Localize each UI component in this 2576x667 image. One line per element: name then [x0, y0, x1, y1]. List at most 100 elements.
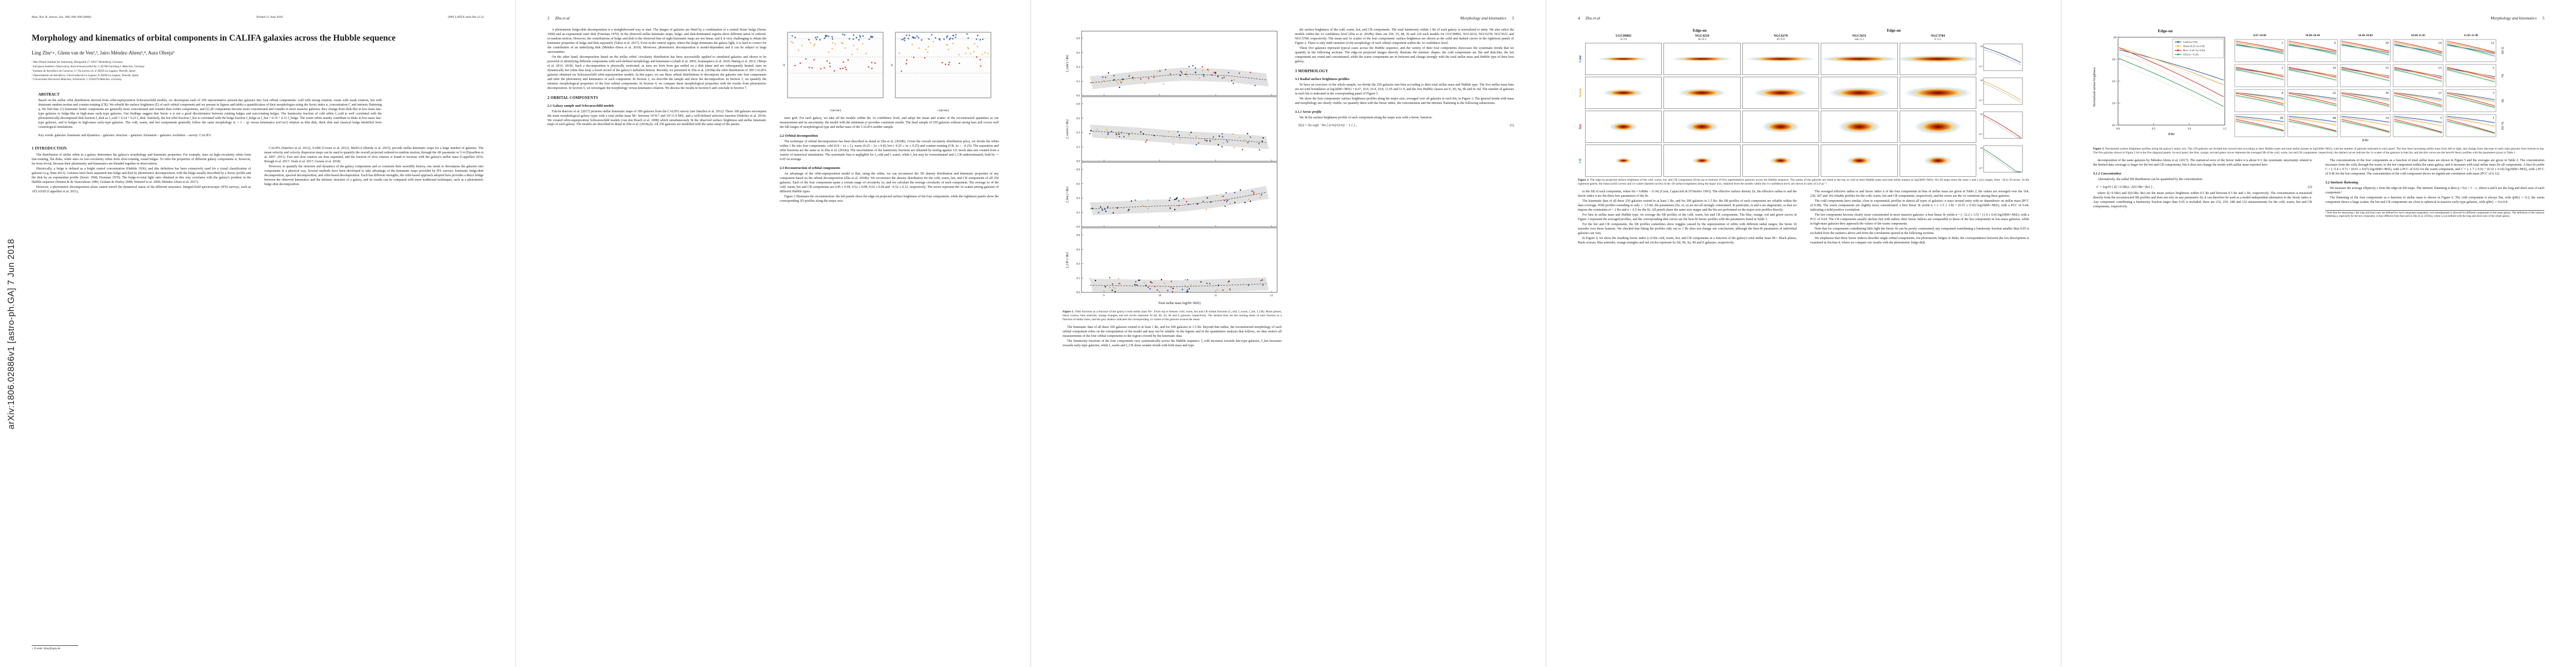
figure-1-caption: Figure 1. Orbit fractions as a function … — [1063, 310, 1282, 322]
paragraph: The averaged effective radius re and Ser… — [1810, 190, 2029, 198]
body-paragraphs: The kinematic data of all these 250 gala… — [1063, 326, 1282, 349]
f2-map — [1899, 111, 1976, 143]
f3-cell: 15 — [2340, 64, 2391, 87]
svg-text:1.5: 1.5 — [2223, 128, 2227, 131]
f3-cell: 13 — [2393, 64, 2444, 87]
svg-text:0.2: 0.2 — [1077, 146, 1080, 149]
f3-ch: 11.05-11.90 — [2464, 34, 2478, 37]
profile-bin-panel: 28 — [2234, 114, 2285, 137]
f3-ylab: Normalized surface brightness — [2093, 67, 2096, 107]
f3-cell: 2 — [2234, 64, 2285, 87]
page-5: Morphology and kinematics 5 Normalized s… — [2061, 0, 2576, 667]
page-4-column-left: to the SB of each component, where bn = … — [1578, 190, 1797, 246]
f2-map — [1899, 145, 1976, 177]
svg-text:0.8: 0.8 — [1077, 234, 1080, 237]
f2-map — [1585, 145, 1662, 177]
svg-text:10⁻²: 10⁻² — [2112, 80, 2117, 83]
f3-rl: Sa — [2500, 74, 2504, 77]
paragraph: Falcón-Barroso et al. (2017) presents st… — [547, 109, 766, 127]
paragraph: The luminosity fractions of the four com… — [1063, 339, 1282, 347]
figure-2-edge-on-maps: Edge-on Edge-on UGC09892 Sc 9.9 NGC4210 Sb 10… — [1578, 28, 2029, 177]
affiliation: ³ Instituto de Astrofísica de Canarias, … — [32, 69, 136, 73]
body-paragraphs: the surface brightness of the cold, warm… — [1295, 28, 1514, 64]
f3-ch: 8.67-10.00 — [2253, 34, 2266, 37]
f2-map — [1663, 43, 1741, 75]
page-5-columns: decomposition of the same galaxies by Mé… — [2093, 159, 2544, 219]
f3-cell: 44 — [2287, 114, 2338, 137]
page-3-column-right: the surface brightness of the cold, warm… — [1295, 28, 1514, 130]
page-number: 2 — [547, 16, 550, 21]
figure-1-orbit-fractions: 0.0 0.2 0.4 0.6 0.8 f_cold (<Re) 0.0 0.2 0.4 0.6 0… — [1063, 29, 1282, 308]
svg-text:10: 10 — [2385, 42, 2389, 45]
paragraph: We measure the average ellipticity ε fro… — [2325, 186, 2544, 195]
paragraph: Alternatively, the radial SB distributio… — [2097, 177, 2203, 181]
profile-panel-svg: 10¹ 10⁻¹ — [1979, 77, 2023, 105]
running-title: Morphology and kinematics — [2490, 16, 2537, 21]
section-3-1-1-heading: 3.1.1 Sersic profile — [1295, 109, 1322, 114]
paragraph: However, a photometric decomposition alo… — [32, 186, 251, 194]
f2-map — [1899, 77, 1976, 109]
f2-map — [1821, 43, 1898, 75]
profile-bin-panel: 6 — [2287, 39, 2338, 62]
svg-text:28: 28 — [2280, 117, 2283, 120]
f3-cell: 13 — [2393, 89, 2444, 112]
paragraph: the surface brightness of the cold, warm… — [1295, 28, 1514, 45]
paragraph: For the hot and CR components, the SB pr… — [1578, 222, 1797, 235]
svg-text:14: 14 — [2385, 117, 2389, 120]
f3-title: Edge-on — [2158, 28, 2173, 33]
paragraph: We fit the surface brightness profile of… — [1299, 116, 1433, 120]
f2-prof: 10¹ 10⁻¹ — [1978, 77, 2029, 108]
f3-ch: 10.00-10.40 — [2305, 34, 2320, 37]
f2-map — [1742, 77, 1820, 109]
page-5-content: Morphology and kinematics 5 Normalized s… — [2093, 16, 2544, 650]
f3-ch: 10.80-11.05 — [2411, 34, 2425, 37]
svg-text:5: 5 — [2493, 67, 2494, 70]
f2-map — [1899, 43, 1976, 75]
f3-rl: E-S0 — [2500, 47, 2504, 54]
svg-text:0.4: 0.4 — [1077, 263, 1080, 266]
f2-map — [1821, 77, 1898, 109]
page-3: Morphology and kinematics 3 0.0 0.2 0.4 0.6… — [1030, 0, 1546, 667]
paragraph: An advantage of the orbit-superposition … — [780, 172, 999, 193]
svg-text:r (arcsec): r (arcsec) — [830, 108, 841, 112]
svg-text:0.4: 0.4 — [1077, 132, 1080, 135]
svg-text:f_hot (<Re): f_hot (<Re) — [1065, 187, 1069, 202]
body-paragraphs: decomposition of the same galaxies by Mé… — [2093, 159, 2312, 168]
f2-name: NGC5784 E 11.5 — [1900, 34, 1976, 41]
abstract-text: Based on the stellar orbit distribution … — [38, 99, 382, 130]
f2-map — [1742, 111, 1820, 143]
page-2-content: 2 Zhu et al A photometric bulge-disk dec… — [547, 16, 999, 650]
paragraph: The concentrations of the four component… — [2325, 158, 2544, 176]
page-3-content: Morphology and kinematics 3 0.0 0.2 0.4 0.6… — [1063, 16, 1514, 650]
svg-text:0.6: 0.6 — [1077, 183, 1080, 186]
email-footnote: ⋆ E-mail: lzhu@mpia.de — [32, 645, 244, 650]
edge-on-headers: Edge-on Edge-on — [1578, 28, 2029, 34]
f2-prof: 10¹ 10⁻¹ — [1978, 43, 2029, 74]
edge-on-label: Edge-on — [1886, 28, 1901, 33]
profile-bin-panel: 10 — [2340, 39, 2391, 62]
svg-text:0.0: 0.0 — [2116, 128, 2120, 131]
f3-left: Edge-on 10⁰ 10⁻¹ 10⁻² 10⁻³ 10⁻⁴ 0.0 0.5 1.0 1.5 R/… — [2101, 28, 2229, 146]
running-author: Zhu et al — [1585, 16, 1600, 21]
body-paragraphs: where Σ(<0.5Re) and Σ(0.5Re−Re) are the … — [2093, 192, 2312, 210]
f3-cell: 1 — [2234, 39, 2285, 62]
page-2-column-left: A photometric bulge-disk decomposition i… — [547, 28, 766, 128]
f2-map — [1821, 111, 1898, 143]
paragraph: The distribution of stellar orbits in a … — [32, 153, 251, 166]
profile-bin-panel: 30 — [2340, 89, 2391, 112]
figure-circularity-maps: λz r (arcsec) λz r (arcsec) — [780, 29, 999, 115]
svg-text:10: 10 — [2333, 67, 2336, 70]
profile-bin-panel: 44 — [2287, 114, 2338, 137]
svg-text:14: 14 — [2438, 42, 2442, 45]
body-paragraphs: The concentrations of the four component… — [2325, 159, 2544, 177]
svg-text:13: 13 — [2438, 92, 2442, 95]
f2-rowlab: Cold — [1578, 43, 1583, 75]
profile-bin-panel: 15 — [2340, 64, 2391, 87]
page-1-column-right: CALIFA (Sánchez et al. 2012), SAMI (Croo… — [265, 147, 484, 188]
svg-text:0.4: 0.4 — [1077, 197, 1080, 200]
f2-name — [1978, 34, 2029, 41]
svg-text:3: 3 — [2493, 92, 2494, 95]
f3-cell: 28 — [2234, 114, 2285, 137]
body-paragraphs: Falcón-Barroso et al. (2017) presents st… — [547, 110, 766, 128]
page-2-columns: A photometric bulge-disk decomposition i… — [547, 28, 999, 205]
